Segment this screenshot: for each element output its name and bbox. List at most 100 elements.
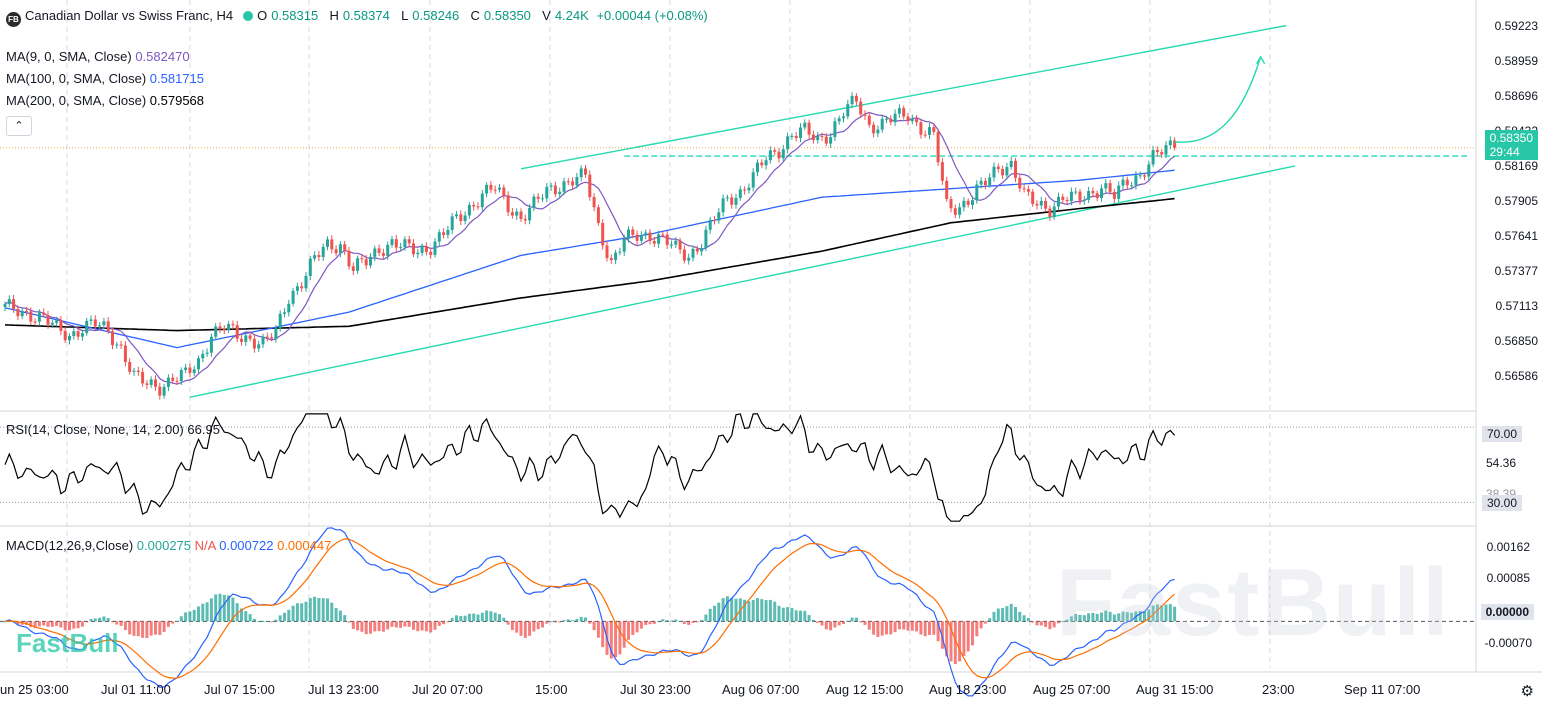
macd-histogram-down: [80, 621, 84, 627]
candle-up: [326, 239, 329, 247]
macd-histogram-down: [1035, 621, 1039, 626]
macd-histogram-down: [867, 621, 871, 630]
macd-histogram-down: [824, 621, 828, 630]
macd-histogram-down: [902, 621, 906, 630]
macd-histogram-down: [63, 621, 67, 631]
candle-down: [235, 325, 239, 339]
candle-up: [975, 184, 979, 201]
ma9-legend[interactable]: MA(9, 0, SMA, Close) 0.582470: [6, 49, 190, 64]
macd-histogram-up: [455, 615, 458, 622]
candle-up: [197, 358, 200, 370]
time-axis-label: un 25 03:00: [0, 682, 69, 697]
ma100-legend[interactable]: MA(100, 0, SMA, Close) 0.581715: [6, 71, 204, 86]
candle-down: [394, 239, 398, 248]
candle-down: [760, 162, 764, 166]
macd-histogram-up: [1078, 614, 1082, 622]
macd-histogram-up: [502, 617, 506, 622]
macd-histogram-up: [201, 603, 205, 622]
macd-histogram-up: [450, 617, 454, 622]
candle-up: [1005, 167, 1009, 176]
macd-histogram-down: [975, 621, 979, 637]
candle-down: [983, 180, 987, 186]
macd-histogram-up: [1130, 612, 1134, 622]
candle-up: [876, 129, 880, 134]
candle-up: [618, 251, 622, 253]
candle-up: [102, 321, 106, 326]
candle-up: [115, 344, 119, 346]
collapse-legend-button[interactable]: ⌃: [6, 116, 32, 136]
candle-up: [244, 335, 248, 342]
macd-histogram-up: [295, 603, 299, 622]
macd-histogram-up: [1069, 616, 1073, 622]
macd-axis-label: 0.00162: [1486, 540, 1530, 554]
macd-histogram-down: [42, 621, 46, 626]
macd-histogram-up: [674, 619, 678, 622]
candle-up: [399, 247, 403, 249]
candle-down: [519, 211, 523, 219]
candle-down: [605, 245, 609, 259]
candle-up: [1151, 150, 1155, 165]
gear-icon[interactable]: ⚙: [1520, 683, 1534, 700]
macd-na-value: N/A: [194, 538, 216, 553]
candle-up: [7, 299, 11, 305]
candle-down: [29, 311, 33, 322]
macd-histogram-down: [433, 621, 437, 630]
macd-histogram-down: [880, 621, 884, 636]
macd-histogram-up: [1151, 605, 1155, 622]
candle-down: [596, 207, 600, 223]
macd-histogram-down: [1057, 621, 1060, 624]
macd-histogram-down: [885, 621, 888, 635]
ma200-legend[interactable]: MA(200, 0, SMA, Close) 0.579568: [6, 93, 204, 108]
macd-histogram-down: [923, 621, 927, 637]
macd-histogram-up: [218, 593, 222, 622]
macd-histogram-down: [682, 621, 686, 625]
symbol-title[interactable]: Canadian Dollar vs Swiss Franc, H4: [25, 8, 234, 23]
macd-histogram-down: [536, 621, 540, 630]
rsi-legend[interactable]: RSI(14, Close, None, 14, 2.00) 66.95: [6, 422, 220, 437]
macd-histogram-down: [72, 621, 76, 629]
macd-histogram-up: [489, 611, 493, 622]
ma100-value: 0.581715: [149, 71, 205, 86]
candle-down: [811, 134, 815, 141]
macd-histogram-down: [46, 621, 50, 627]
macd-histogram-up: [704, 614, 708, 622]
macd-histogram-down: [876, 621, 880, 637]
close-value: 0.58350: [483, 8, 531, 23]
macd-histogram-down: [270, 621, 274, 623]
candle-up: [738, 189, 742, 198]
candle-down: [111, 331, 114, 346]
macd-histogram-down: [111, 621, 114, 623]
macd-histogram-up: [575, 619, 579, 622]
candle-down: [123, 345, 127, 363]
time-axis-label: Sep 11 07:00: [1344, 682, 1421, 697]
time-axis-label: Jul 01 11:00: [101, 682, 171, 697]
chart-header: FB Canadian Dollar vs Swiss Franc, H4 O 0.5…: [6, 8, 712, 27]
macd-histogram-down: [919, 621, 923, 635]
macd-legend[interactable]: MACD(12,26,9,Close) 0.000275 N/A 0.00072…: [6, 538, 331, 553]
macd-histogram-down: [928, 621, 931, 635]
candle-down: [93, 319, 97, 327]
macd-histogram-up: [760, 599, 764, 622]
macd-histogram-down: [622, 621, 626, 648]
macd-histogram-down: [373, 621, 377, 632]
macd-histogram-up: [1082, 615, 1086, 622]
candle-down: [631, 229, 635, 235]
candle-down: [923, 134, 927, 136]
candle-down: [919, 122, 923, 135]
macd-histogram-down: [829, 621, 833, 631]
candle-down: [588, 174, 592, 197]
macd-histogram-down: [889, 621, 893, 635]
candle-up: [227, 324, 231, 331]
candle-down: [154, 379, 157, 387]
macd-histogram-up: [265, 621, 269, 623]
candle-down: [506, 195, 510, 213]
candle-up: [304, 275, 308, 289]
candle-up: [291, 290, 295, 304]
macd-histogram-down: [635, 621, 639, 633]
macd-histogram-down: [837, 621, 841, 626]
candle-down: [119, 344, 123, 346]
candle-down: [730, 197, 734, 205]
fastbull-logo-icon: FB: [6, 12, 21, 27]
candle-down: [106, 321, 110, 332]
